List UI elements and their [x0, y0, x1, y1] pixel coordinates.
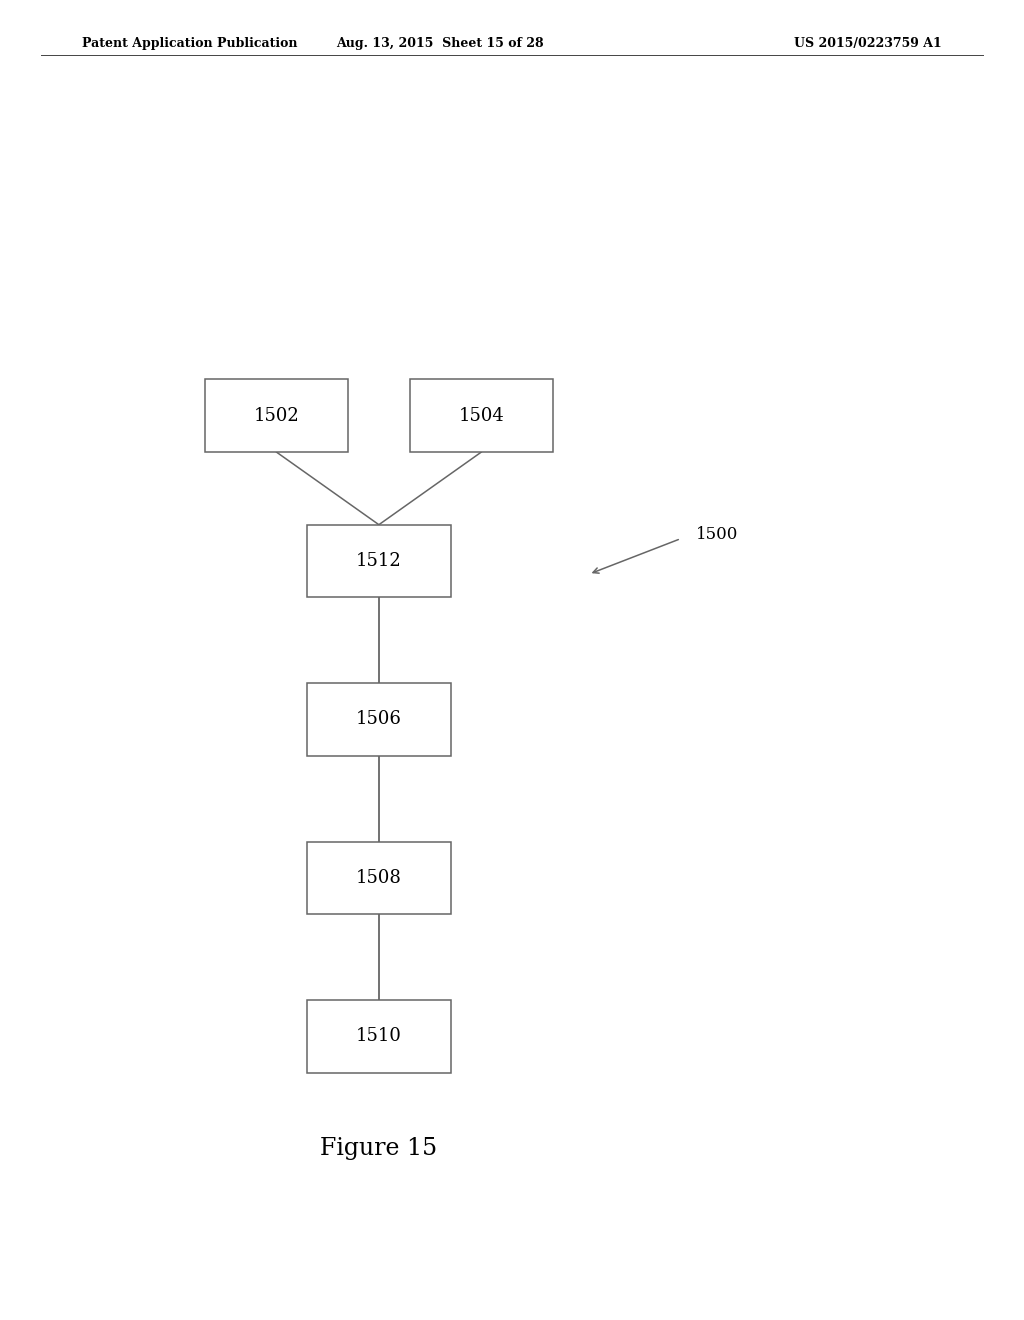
Text: 1510: 1510: [356, 1027, 401, 1045]
Text: 1500: 1500: [696, 527, 738, 543]
Bar: [410, 379, 553, 451]
Bar: [307, 525, 451, 597]
Bar: [205, 379, 348, 451]
Bar: [307, 684, 451, 755]
Bar: [307, 1001, 451, 1072]
Text: 1506: 1506: [356, 710, 401, 729]
Text: Aug. 13, 2015  Sheet 15 of 28: Aug. 13, 2015 Sheet 15 of 28: [337, 37, 544, 50]
Text: 1508: 1508: [356, 869, 401, 887]
Bar: [307, 842, 451, 913]
Text: 1512: 1512: [356, 552, 401, 570]
Text: 1504: 1504: [459, 407, 504, 425]
Text: US 2015/0223759 A1: US 2015/0223759 A1: [795, 37, 942, 50]
Text: Figure 15: Figure 15: [321, 1137, 437, 1160]
Text: Patent Application Publication: Patent Application Publication: [82, 37, 297, 50]
Text: 1502: 1502: [254, 407, 299, 425]
